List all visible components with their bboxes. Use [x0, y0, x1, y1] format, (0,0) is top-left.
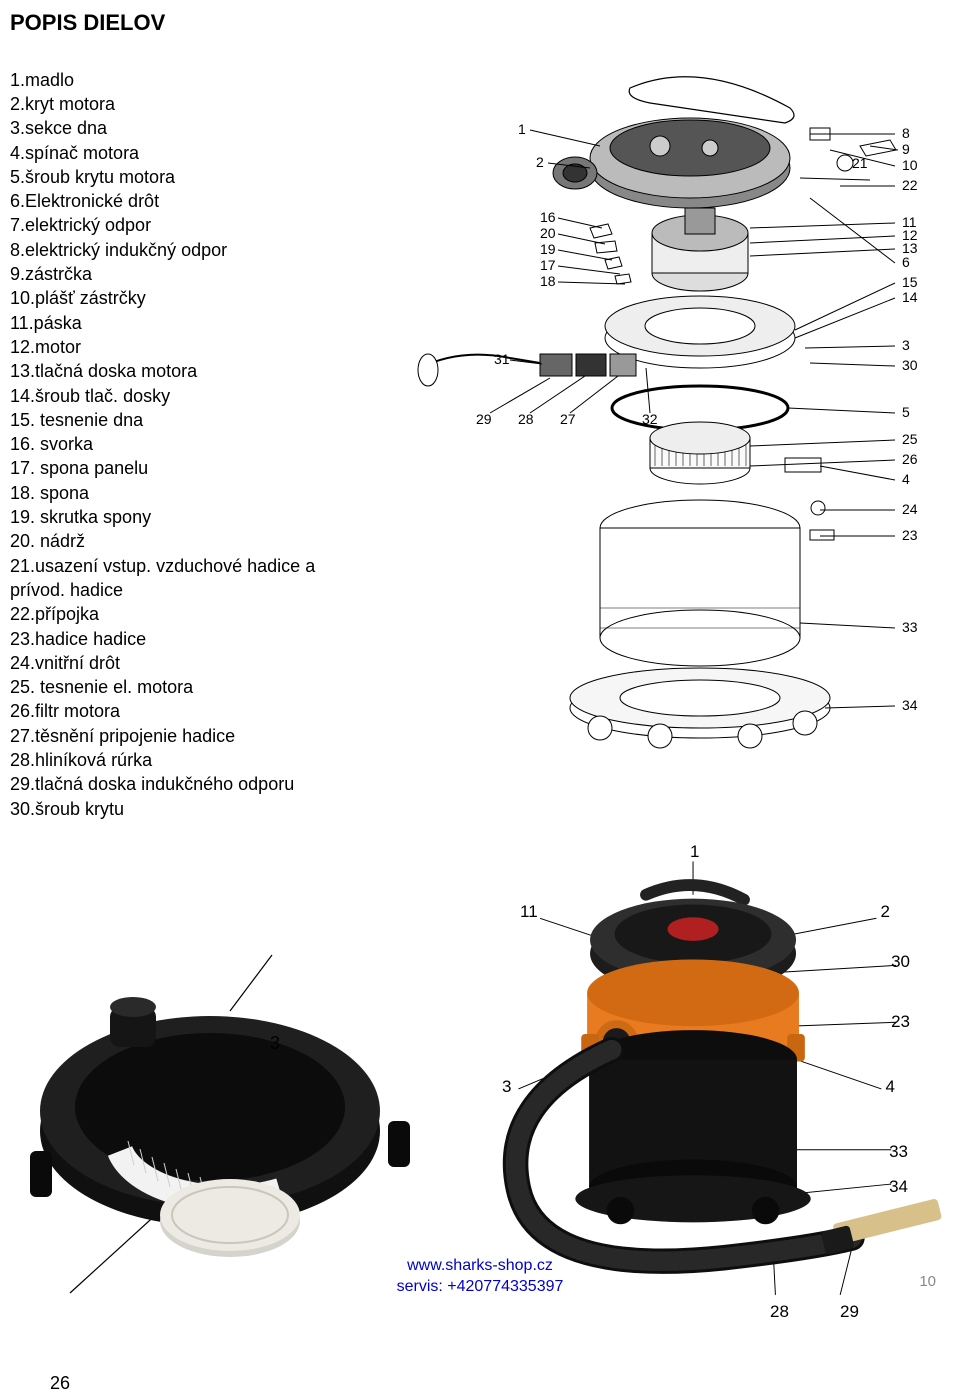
svg-text:8: 8	[902, 125, 910, 141]
svg-text:22: 22	[902, 177, 918, 193]
footer: www.sharks-shop.cz servis: +420774335397	[0, 1255, 960, 1298]
svg-text:28: 28	[518, 411, 534, 427]
upper-section: 1.madlo 2.kryt motora 3.sekce dna 4.spín…	[10, 68, 950, 821]
callout-30: 30	[891, 951, 910, 974]
callout-33: 33	[889, 1141, 908, 1164]
callout-3: 3	[270, 1031, 280, 1055]
callout-2: 2	[881, 901, 890, 924]
callout-29: 29	[840, 1301, 859, 1324]
svg-text:15: 15	[902, 274, 918, 290]
svg-text:9: 9	[902, 141, 910, 157]
callout-11: 11	[520, 901, 538, 924]
svg-text:32: 32	[642, 411, 658, 427]
list-item: 28.hliníková rúrka	[10, 748, 360, 772]
parts-list: 1.madlo 2.kryt motora 3.sekce dna 4.spín…	[10, 68, 360, 821]
svg-text:33: 33	[902, 619, 918, 635]
svg-text:29: 29	[476, 411, 492, 427]
svg-text:31: 31	[494, 351, 510, 367]
callout-23: 23	[891, 1011, 910, 1034]
svg-text:30: 30	[902, 357, 918, 373]
svg-text:24: 24	[902, 501, 918, 517]
callout-4: 4	[886, 1076, 895, 1099]
list-item: 11.páska	[10, 311, 360, 335]
list-item: 16. svorka	[10, 432, 360, 456]
list-item: 21.usazení vstup. vzduchové hadice a prí…	[10, 554, 360, 603]
list-item: 6.Elektronické drôt	[10, 189, 360, 213]
svg-text:5: 5	[902, 404, 910, 420]
list-item: 8.elektrický indukčný odpor	[10, 238, 360, 262]
svg-text:14: 14	[902, 289, 918, 305]
svg-text:16: 16	[540, 209, 556, 225]
list-item: 1.madlo	[10, 68, 360, 92]
svg-text:18: 18	[540, 273, 556, 289]
svg-text:1: 1	[518, 121, 526, 137]
list-item: 2.kryt motora	[10, 92, 360, 116]
list-item: 22.přípojka	[10, 602, 360, 626]
list-item: 9.zástrčka	[10, 262, 360, 286]
list-item: 10.plášť zástrčky	[10, 286, 360, 310]
list-item: 25. tesnenie el. motora	[10, 675, 360, 699]
list-item: 30.šroub krytu	[10, 797, 360, 821]
svg-text:26: 26	[902, 451, 918, 467]
svg-text:34: 34	[902, 697, 918, 713]
svg-text:10: 10	[902, 157, 918, 173]
svg-text:20: 20	[540, 225, 556, 241]
list-item: 23.hadice hadice	[10, 627, 360, 651]
svg-text:19: 19	[540, 241, 556, 257]
list-item: 3.sekce dna	[10, 116, 360, 140]
list-item: 12.motor	[10, 335, 360, 359]
footer-url: www.sharks-shop.cz	[407, 1257, 553, 1274]
list-item: 26.filtr motora	[10, 699, 360, 723]
svg-text:2: 2	[536, 154, 544, 170]
list-item: 29.tlačná doska indukčného odporu	[10, 772, 360, 796]
footer-service: servis: +420774335397	[397, 1278, 564, 1295]
callout-26: 26	[50, 1371, 70, 1395]
list-item: 4.spínač motora	[10, 141, 360, 165]
svg-text:3: 3	[902, 337, 910, 353]
svg-text:23: 23	[902, 527, 918, 543]
list-item: 14.šroub tlač. dosky	[10, 384, 360, 408]
list-item: 20. nádrž	[10, 529, 360, 553]
callout-3: 3	[502, 1076, 511, 1099]
svg-text:17: 17	[540, 257, 556, 273]
list-item: 7.elektrický odpor	[10, 213, 360, 237]
page-title: POPIS DIELOV	[10, 0, 950, 68]
exploded-diagram: 1 2 16 20 19 17 18 31 29 28 27 32	[390, 68, 950, 758]
list-item: 24.vnitřní drôt	[10, 651, 360, 675]
list-item: 27.těsnění pripojenie hadice	[10, 724, 360, 748]
svg-text:27: 27	[560, 411, 576, 427]
page-number: 10	[919, 1272, 936, 1292]
svg-text:25: 25	[902, 431, 918, 447]
list-item: 19. skrutka spony	[10, 505, 360, 529]
svg-text:4: 4	[902, 471, 910, 487]
svg-text:21: 21	[852, 155, 868, 171]
svg-text:6: 6	[902, 254, 910, 270]
callout-1: 1	[690, 841, 699, 864]
list-item: 18. spona	[10, 481, 360, 505]
list-item: 17. spona panelu	[10, 456, 360, 480]
list-item: 5.šroub krytu motora	[10, 165, 360, 189]
callout-34: 34	[889, 1176, 908, 1199]
callout-28: 28	[770, 1301, 789, 1324]
list-item: 15. tesnenie dna	[10, 408, 360, 432]
list-item: 13.tlačná doska motora	[10, 359, 360, 383]
